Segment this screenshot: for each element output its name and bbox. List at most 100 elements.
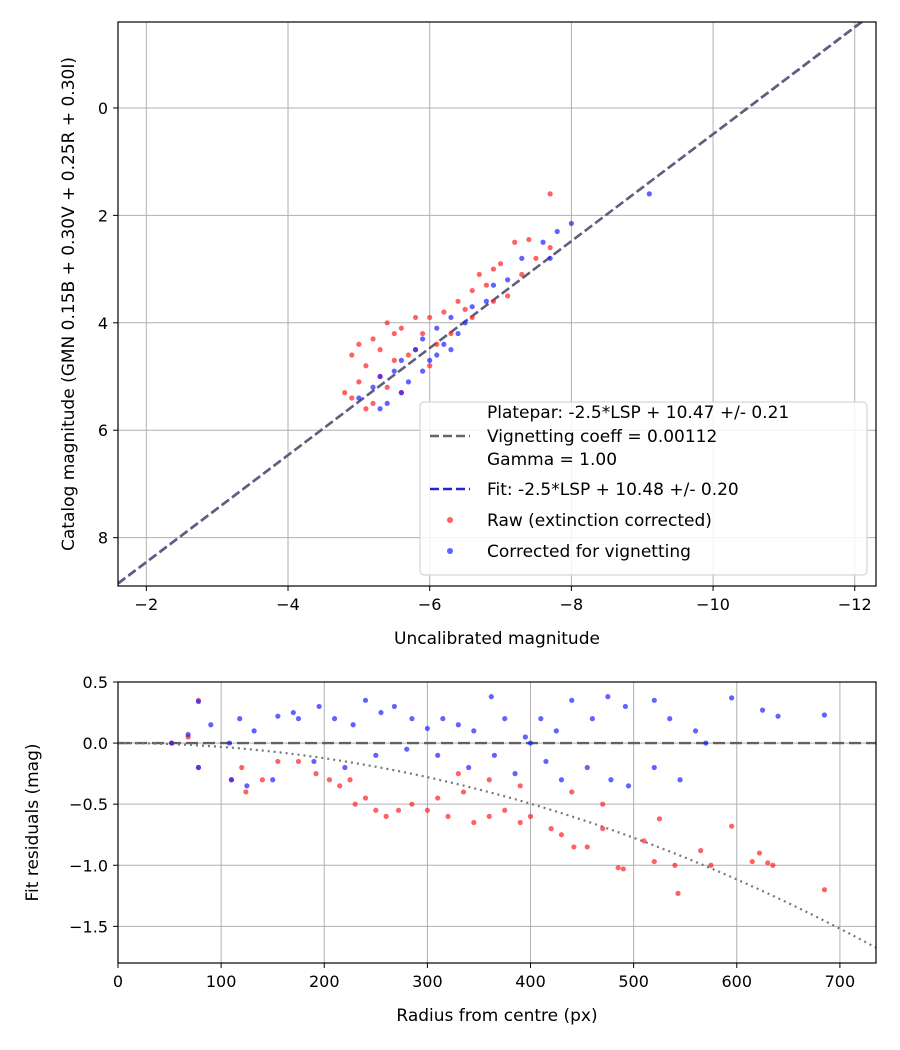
scatter-point (356, 379, 362, 385)
scatter-point (435, 752, 441, 758)
scatter-point (547, 191, 553, 197)
scatter-point (505, 293, 511, 299)
bottom-plot-frame (117, 681, 877, 964)
scatter-point (765, 860, 771, 866)
legend-entry-label: Fit: -2.5*LSP + 10.48 +/- 0.20 (487, 480, 739, 500)
bottom-grid (117, 681, 876, 963)
scatter-point (469, 287, 475, 294)
scatter-point (527, 813, 534, 819)
scatter-point (675, 890, 681, 896)
scatter-point (316, 703, 322, 710)
scatter-point (409, 716, 415, 722)
scatter-point (533, 255, 539, 261)
scatter-point (395, 807, 402, 813)
bottom-x-ticks: 0 100 200 300 400 500 600 700 (113, 963, 855, 991)
legend-entry-label: Platepar: -2.5*LSP + 10.47 +/- 0.21 (487, 403, 789, 423)
scatter-point (491, 752, 498, 758)
scatter-point (547, 255, 553, 261)
scatter-point (622, 703, 628, 710)
scatter-point (237, 716, 243, 722)
x-tick-label: 700 (825, 972, 856, 991)
scatter-point (486, 813, 492, 819)
bottom-chart: 0 100 200 300 400 500 600 700 0.5 0.0 −0.5 −1.0 −1.… (23, 673, 877, 1026)
x-tick-label: −10 (696, 595, 730, 614)
scatter-point (512, 239, 518, 245)
scatter-point (615, 865, 621, 871)
scatter-point (651, 697, 657, 703)
scatter-point (605, 694, 611, 700)
scatter-point (398, 325, 404, 331)
scatter-point (656, 816, 663, 822)
y-tick-label: 0.5 (83, 673, 108, 692)
scatter-point (363, 363, 369, 369)
top-y-axis-label: Catalog magnitude (GMN 0.15B + 0.30V + 0… (59, 57, 79, 551)
y-tick-label: 8 (98, 529, 108, 548)
scatter-point (342, 390, 348, 396)
scatter-point (427, 363, 433, 369)
scatter-point (356, 341, 362, 347)
scatter-point (469, 314, 475, 321)
x-tick-label: 500 (618, 972, 649, 991)
scatter-point (228, 777, 235, 783)
scatter-point (295, 716, 302, 722)
scatter-point (569, 697, 575, 703)
scatter-point (185, 731, 191, 738)
scatter-point (420, 336, 426, 342)
scatter-point (356, 395, 362, 401)
bottom-y-ticks: 0.5 0.0 −0.5 −1.0 −1.5 (69, 673, 118, 936)
legend-marker-swatch (447, 517, 453, 523)
scatter-point (759, 707, 766, 713)
y-tick-label: 0 (98, 99, 108, 118)
scatter-point (646, 191, 652, 197)
x-tick-label: −6 (418, 595, 442, 614)
scatter-point (349, 352, 355, 358)
scatter-point (342, 764, 348, 771)
x-tick-label: 100 (206, 972, 237, 991)
scatter-point (625, 783, 632, 789)
scatter-point (427, 314, 433, 321)
scatter-point (517, 819, 523, 826)
scatter-point (651, 764, 657, 771)
scatter-point (547, 245, 553, 251)
scatter-point (373, 752, 379, 758)
legend-entry-label: Raw (extinction corrected) (487, 511, 712, 531)
bottom-x-axis-label: Radius from centre (px) (396, 1006, 597, 1026)
scatter-point (770, 862, 776, 868)
scatter-point (502, 807, 508, 813)
scatter-point (373, 807, 379, 813)
scatter-point (378, 709, 384, 716)
scatter-point (756, 850, 763, 856)
scatter-point (377, 373, 383, 380)
scatter-point (311, 758, 317, 765)
y-tick-label: −0.5 (69, 795, 108, 814)
scatter-point (471, 728, 477, 734)
scatter-point (270, 777, 276, 783)
scatter-point (377, 406, 383, 412)
top-chart: −2 −4 −6 −8 −10 −12 0 2 4 6 8 Uncalibrated magnit… (59, 21, 877, 649)
scatter-point (412, 314, 419, 321)
scatter-point (409, 801, 415, 807)
scatter-point (729, 823, 735, 829)
scatter-point (370, 336, 376, 342)
scatter-point (448, 314, 454, 321)
scatter-point (435, 795, 441, 801)
scatter-point (677, 777, 683, 783)
scatter-point (420, 330, 426, 337)
top-plot-frame (117, 21, 877, 587)
legend-entry-label: Gamma = 1.00 (487, 450, 617, 470)
scatter-point (512, 771, 518, 777)
scatter-point (519, 255, 525, 261)
scatter-point (729, 695, 735, 701)
scatter-point (490, 298, 497, 304)
scatter-point (326, 777, 333, 783)
scatter-point (462, 320, 468, 326)
scatter-point (384, 320, 390, 326)
scatter-point (405, 352, 412, 358)
bottom-y-axis-label: Fit residuals (mag) (23, 744, 43, 902)
scatter-point (476, 271, 482, 278)
scatter-point (527, 740, 534, 746)
scatter-point (505, 277, 511, 283)
scatter-point (538, 716, 544, 722)
scatter-point (243, 789, 249, 795)
